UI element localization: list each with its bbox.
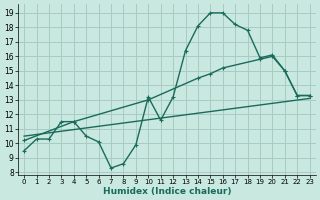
X-axis label: Humidex (Indice chaleur): Humidex (Indice chaleur) <box>103 187 231 196</box>
